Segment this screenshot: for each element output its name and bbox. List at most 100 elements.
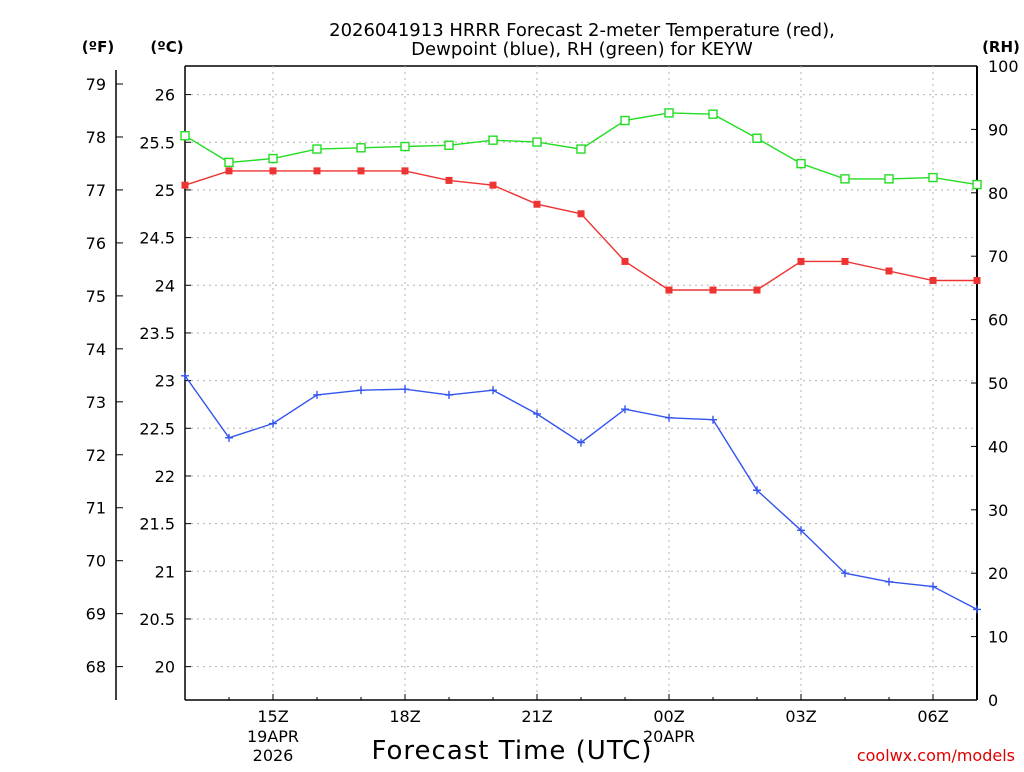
rh-tick-label: 60	[988, 311, 1008, 330]
date-label: 19APR	[247, 727, 299, 746]
temperature-point	[929, 277, 937, 285]
rh-tick-label: 70	[988, 247, 1008, 266]
fahrenheit-tick-label: 75	[86, 287, 106, 306]
rh-tick-label: 90	[988, 120, 1008, 139]
temperature-point	[841, 257, 849, 265]
dewpoint-point	[797, 526, 805, 535]
fahrenheit-tick-label: 77	[86, 181, 106, 200]
dewpoint-point	[269, 419, 277, 428]
date-label: 20APR	[643, 727, 695, 746]
fahrenheit-tick-label: 74	[86, 340, 106, 359]
rh-tick-label: 10	[988, 628, 1008, 647]
x-tick-label: 00Z	[653, 707, 684, 726]
x-tick-label: 21Z	[521, 707, 552, 726]
data-series	[180, 108, 982, 614]
rh-point	[400, 141, 410, 152]
rh-tick-label: 40	[988, 437, 1008, 456]
dewpoint-point	[181, 371, 189, 380]
fahrenheit-tick-label: 78	[86, 128, 106, 147]
temperature-point	[181, 181, 189, 189]
dewpoint-point	[929, 582, 937, 591]
dewpoint-point	[973, 605, 981, 614]
x-tick-label: 18Z	[389, 707, 420, 726]
temperature-point	[489, 181, 497, 189]
credit-text: coolwx.com/models	[857, 746, 1015, 765]
celsius-tick-label: 22.5	[139, 419, 175, 438]
celsius-tick-label: 21	[155, 562, 175, 581]
chart-title-line-1: 2026041913 HRRR Forecast 2-meter Tempera…	[329, 20, 835, 41]
temperature-point	[577, 210, 585, 218]
celsius-unit-label: (ºC)	[150, 38, 183, 56]
fahrenheit-unit-label: (ºF)	[82, 38, 114, 56]
x-axis-title: Forecast Time (UTC)	[371, 736, 652, 766]
rh-point	[224, 157, 234, 168]
temperature-point	[269, 167, 277, 175]
rh-point	[708, 109, 718, 119]
x-tick-label: 06Z	[917, 707, 948, 726]
rh-point	[268, 153, 278, 164]
rh-point	[752, 133, 762, 143]
rh-tick-label: 80	[988, 184, 1008, 203]
dewpoint-point	[401, 385, 409, 394]
fahrenheit-tick-label: 76	[86, 234, 106, 253]
rh-point	[620, 115, 630, 126]
dewpoint-point	[709, 415, 717, 424]
celsius-tick-label: 23.5	[139, 324, 175, 343]
dewpoint-point	[533, 409, 541, 418]
dewpoint-point	[357, 386, 365, 395]
celsius-tick-label: 24.5	[139, 229, 175, 248]
rh-point	[972, 179, 982, 190]
fahrenheit-tick-label: 68	[86, 658, 106, 677]
dewpoint-point	[665, 413, 673, 422]
temperature-point	[401, 167, 409, 175]
temperature-point	[665, 286, 673, 294]
temperature-point	[533, 200, 541, 208]
dewpoint-point	[489, 386, 497, 395]
rh-unit-label: (RH)	[982, 38, 1020, 56]
x-tick-label: 03Z	[785, 707, 816, 726]
fahrenheit-tick-label: 73	[86, 393, 106, 412]
chart-title-line-2: Dewpoint (blue), RH (green) for KEYW	[411, 39, 753, 60]
celsius-tick-label: 25.5	[139, 133, 175, 152]
celsius-tick-label: 20	[155, 658, 175, 677]
rh-point	[356, 143, 366, 153]
temperature-point	[797, 257, 805, 265]
celsius-tick-label: 22	[155, 467, 175, 486]
rh-tick-label: 100	[988, 57, 1019, 76]
fahrenheit-tick-label: 69	[86, 605, 106, 624]
celsius-tick-label: 26	[155, 86, 175, 105]
rh-tick-label: 30	[988, 501, 1008, 520]
rh-point	[488, 135, 498, 145]
rh-point	[444, 140, 454, 150]
dewpoint-point	[577, 438, 585, 447]
rh-point	[796, 158, 806, 169]
celsius-tick-label: 24	[155, 276, 175, 295]
temperature-point	[357, 167, 365, 175]
fahrenheit-tick-label: 72	[86, 446, 106, 465]
celsius-tick-label: 25	[155, 181, 175, 200]
temperature-point	[709, 286, 717, 294]
dewpoint-point	[621, 405, 629, 414]
dewpoint-point	[885, 577, 893, 586]
rh-tick-label: 20	[988, 564, 1008, 583]
celsius-tick-label: 20.5	[139, 610, 175, 629]
temperature-point	[225, 167, 233, 175]
dewpoint-point	[313, 390, 321, 399]
date-label: 2026	[253, 746, 294, 765]
rh-point	[532, 137, 542, 147]
celsius-tick-label: 23	[155, 372, 175, 391]
gridlines	[185, 66, 977, 700]
fahrenheit-tick-label: 71	[86, 499, 106, 518]
rh-point	[884, 174, 894, 184]
dewpoint-point	[753, 486, 761, 495]
x-tick-label: 15Z	[257, 707, 288, 726]
rh-tick-label: 0	[988, 691, 998, 710]
temperature-point	[973, 277, 981, 285]
dewpoint-point	[445, 390, 453, 399]
dewpoint-point	[841, 569, 849, 578]
fahrenheit-tick-label: 70	[86, 552, 106, 571]
temperature-point	[885, 267, 893, 275]
dewpoint-point	[225, 433, 233, 442]
